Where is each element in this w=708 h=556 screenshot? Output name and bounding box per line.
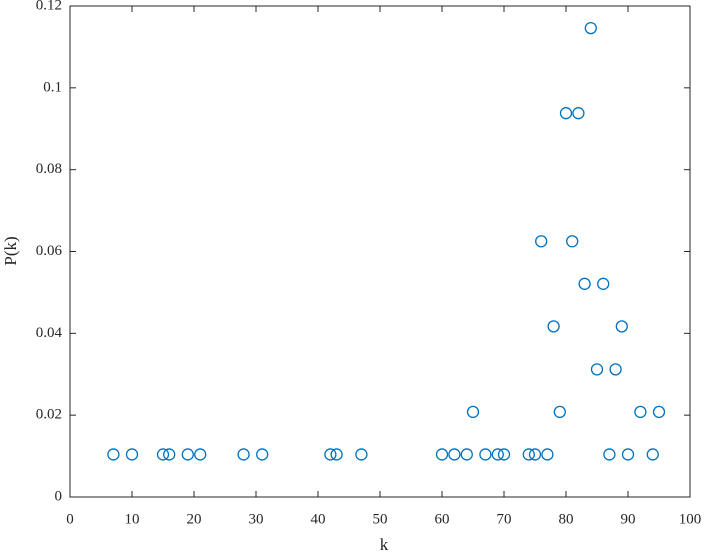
- scatter-point: [522, 448, 535, 461]
- x-tick-label: 100: [679, 511, 702, 527]
- scatter-point: [237, 448, 250, 461]
- x-tick-label: 70: [497, 511, 512, 527]
- y-tick-label: 0.06: [36, 243, 63, 259]
- scatter-point: [541, 448, 554, 461]
- scatter-point: [578, 277, 591, 290]
- scatter-point: [621, 448, 635, 461]
- scatter-point: [535, 235, 548, 248]
- scatter-point: [125, 448, 139, 461]
- scatter-point: [597, 277, 610, 290]
- y-tick-label: 0.1: [43, 79, 62, 95]
- scatter-point: [460, 448, 473, 461]
- scatter-point: [194, 448, 207, 461]
- scatter-point: [435, 448, 449, 461]
- x-tick-label: 60: [435, 511, 450, 527]
- x-tick-label: 20: [187, 511, 202, 527]
- y-tick-label: 0: [55, 488, 63, 504]
- x-tick-label: 0: [66, 511, 74, 527]
- scatter-point: [256, 448, 269, 461]
- x-tick-label: 30: [249, 511, 264, 527]
- x-tick-label: 10: [125, 511, 140, 527]
- scatter-point: [479, 448, 492, 461]
- scatter-point: [355, 448, 368, 461]
- scatter-point: [181, 448, 194, 461]
- scatter-point: [466, 405, 480, 419]
- y-tick-label: 0.04: [36, 325, 63, 341]
- scatter-point: [553, 405, 566, 419]
- x-axis-label: k: [380, 535, 389, 554]
- scatter-point: [603, 448, 616, 461]
- scatter-point: [528, 448, 542, 461]
- plot-frame: [69, 5, 691, 498]
- y-tick-label: 0.12: [36, 0, 62, 13]
- y-tick-label: 0.08: [36, 161, 62, 177]
- scatter-point: [572, 107, 585, 120]
- scatter-point: [330, 448, 343, 461]
- scatter-point: [156, 448, 170, 461]
- x-tick-label: 80: [559, 511, 574, 527]
- scatter-point: [497, 448, 511, 461]
- scatter-point: [559, 107, 573, 120]
- x-tick-label: 50: [373, 511, 388, 527]
- scatter-point: [634, 405, 647, 419]
- x-tick-label: 40: [311, 511, 326, 527]
- scatter-point: [547, 320, 560, 333]
- x-tick-label: 90: [621, 511, 636, 527]
- y-tick-label: 0.02: [36, 407, 62, 423]
- scatter-point: [609, 363, 622, 376]
- scatter-point: [615, 320, 628, 333]
- scatter-point: [652, 405, 666, 419]
- scatter-point: [324, 448, 337, 461]
- scatter-point: [163, 448, 176, 461]
- scatter-point: [590, 363, 604, 376]
- scatter-point: [646, 448, 659, 461]
- scatter-point: [566, 235, 579, 248]
- y-axis-label: P(k): [1, 236, 20, 265]
- scatter-point: [584, 21, 597, 35]
- scatter-point: [107, 448, 120, 461]
- scatter-point: [491, 448, 504, 461]
- scatter-point: [448, 448, 461, 461]
